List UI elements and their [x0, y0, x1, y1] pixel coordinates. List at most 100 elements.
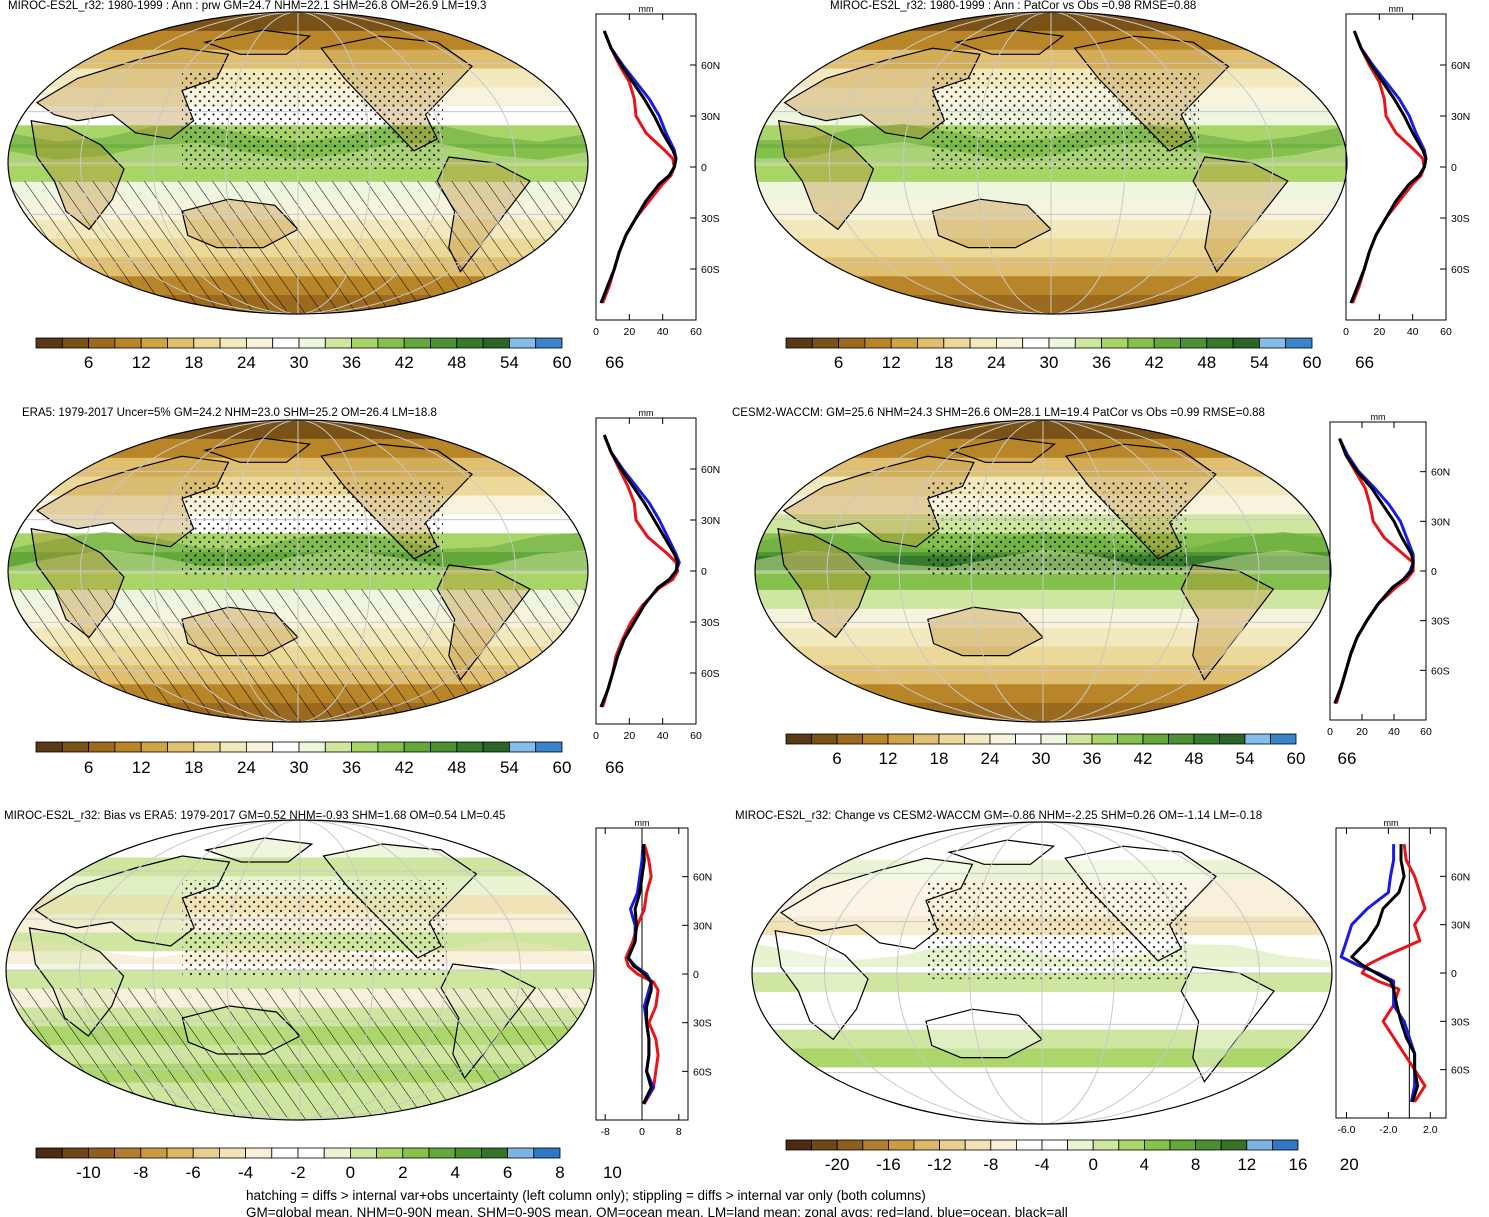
colorbar-label: 10 — [603, 1163, 622, 1182]
y-tick-label: 30S — [1431, 616, 1450, 628]
land-line — [624, 843, 660, 1105]
zonal-plot-5: 60N 30N 0 30S 60S -8 0 8 mm — [595, 818, 712, 1138]
graticule-lon — [226, 820, 301, 1120]
y-tick-label: 30S — [1451, 1016, 1470, 1028]
colorbar-swatch — [1074, 337, 1103, 349]
map-border — [754, 11, 1348, 315]
colorbar-swatch — [35, 1147, 63, 1159]
y-tick-label: 60S — [1451, 264, 1470, 276]
colorbar-swatch — [114, 741, 142, 753]
colorbar-swatch — [245, 741, 274, 753]
colorbar-label: 24 — [237, 758, 256, 777]
x-tick-label: 0 — [593, 326, 599, 338]
colorbar-label: 30 — [290, 758, 309, 777]
zonal-unit-label: mm — [1371, 412, 1386, 422]
colorbar-swatch — [1232, 337, 1260, 349]
x-tick-label: -2.0 — [1379, 1124, 1397, 1136]
x-tick-label: 40 — [1407, 326, 1419, 338]
colorbar-swatch — [1169, 1139, 1197, 1151]
colorbar-swatch — [1193, 733, 1220, 745]
map-panel-4 — [754, 419, 1332, 723]
zonal-plot-6: 60N 30N 0 30S 60S -6.0 -2.0 2.0 mm — [1335, 818, 1470, 1136]
y-tick-label: 30S — [1451, 213, 1470, 225]
zonal-plot-3: 60N 30N 0 30S 60S 0 20 40 60 mm — [593, 408, 720, 742]
colorbar-label: 8 — [1191, 1155, 1200, 1174]
graticule-lon — [824, 822, 1043, 1124]
colorbar-label: 18 — [184, 758, 203, 777]
graticule-lon — [152, 12, 299, 314]
stippling — [182, 880, 447, 976]
y-tick-label: 30S — [701, 617, 720, 629]
colorbar-swatch — [1285, 337, 1313, 349]
y-tick-label: 0 — [1451, 162, 1457, 174]
graticule-lon — [79, 820, 301, 1120]
zonal-unit-label: mm — [1389, 4, 1404, 14]
colorbar-swatch — [88, 741, 116, 753]
colorbar-swatch — [271, 1147, 299, 1159]
map-border — [751, 821, 1333, 1125]
graticule-lon — [225, 12, 299, 314]
colorbar-swatch — [862, 733, 889, 745]
colorbar-label: -8 — [133, 1163, 148, 1182]
colorbar-swatch — [1016, 1139, 1043, 1151]
colorbar-swatch — [1101, 337, 1129, 349]
graticule-lon — [826, 420, 1044, 722]
map-panel-2 — [754, 11, 1348, 315]
colorbar-label: 42 — [395, 758, 414, 777]
colorbar-swatch — [61, 337, 89, 349]
colorbar-label: 60 — [553, 353, 572, 372]
x-tick-label: 8 — [676, 1126, 682, 1138]
zonal-plot-1: 60N 30N 0 30S 60S 0 20 40 60 mm — [593, 4, 720, 338]
graticule-lon — [225, 420, 299, 722]
colorbar-swatch — [508, 337, 537, 349]
all-line — [1350, 844, 1420, 1103]
colorbar-label: 20 — [1340, 1155, 1359, 1174]
colorbar-swatch — [969, 337, 997, 349]
graticule-lon — [80, 420, 299, 722]
y-tick-label: 0 — [1451, 968, 1457, 980]
colorbar-label: 6 — [834, 353, 843, 372]
colorbar-swatch — [943, 337, 971, 349]
colorbar-swatch — [192, 1147, 220, 1159]
map-panel-1 — [7, 11, 589, 315]
map-panel-3 — [7, 419, 589, 723]
colorbar-label: 48 — [1185, 749, 1204, 768]
continent-outline — [927, 606, 1044, 657]
graticule-lon — [1050, 12, 1274, 314]
y-tick-label: 60N — [701, 464, 720, 476]
colorbar-swatch — [1246, 1139, 1273, 1151]
colorbar-label: -16 — [876, 1155, 901, 1174]
colorbar-swatch — [1066, 733, 1093, 745]
x-tick-label: 60 — [1440, 326, 1452, 338]
zonal-unit-label: mm — [639, 408, 654, 418]
graticule-lon — [152, 420, 299, 722]
graticule-lon — [976, 12, 1052, 314]
panel-title: MIROC-ES2L_r32: Bias vs ERA5: 1979-2017 … — [4, 810, 505, 822]
colorbar-swatch — [482, 741, 510, 753]
x-tick-label: 40 — [657, 326, 669, 338]
colorbar-label: 42 — [1145, 353, 1164, 372]
graticule-lon — [828, 12, 1052, 314]
colorbar-label: 6 — [503, 1163, 512, 1182]
colorbar-swatch — [324, 741, 352, 753]
colorbar-swatch — [938, 733, 965, 745]
y-tick-label: 60S — [701, 668, 720, 680]
land-line — [1360, 843, 1427, 1103]
colorbar-swatch — [785, 1139, 813, 1151]
stippling — [926, 882, 1187, 980]
colorbar-label: 2 — [398, 1163, 407, 1182]
colorbar-swatch — [964, 1139, 992, 1151]
colorbar-swatch — [535, 337, 563, 349]
colorbar-swatch — [324, 337, 352, 349]
colorbar-label: 24 — [237, 353, 256, 372]
graticule-lon — [1041, 822, 1260, 1124]
colorbar-swatch — [219, 337, 247, 349]
colorbar-swatch — [1117, 733, 1144, 745]
panel-title: MIROC-ES2L_r32: 1980-1999 : Ann : PatCor… — [830, 0, 1196, 12]
land-line — [1351, 30, 1426, 304]
colorbar-swatch — [218, 1147, 246, 1159]
y-tick-label: 60N — [693, 872, 712, 884]
colorbar-label: 60 — [1303, 353, 1322, 372]
colorbar-swatch — [1180, 337, 1208, 349]
colorbar-label: 66 — [605, 353, 624, 372]
